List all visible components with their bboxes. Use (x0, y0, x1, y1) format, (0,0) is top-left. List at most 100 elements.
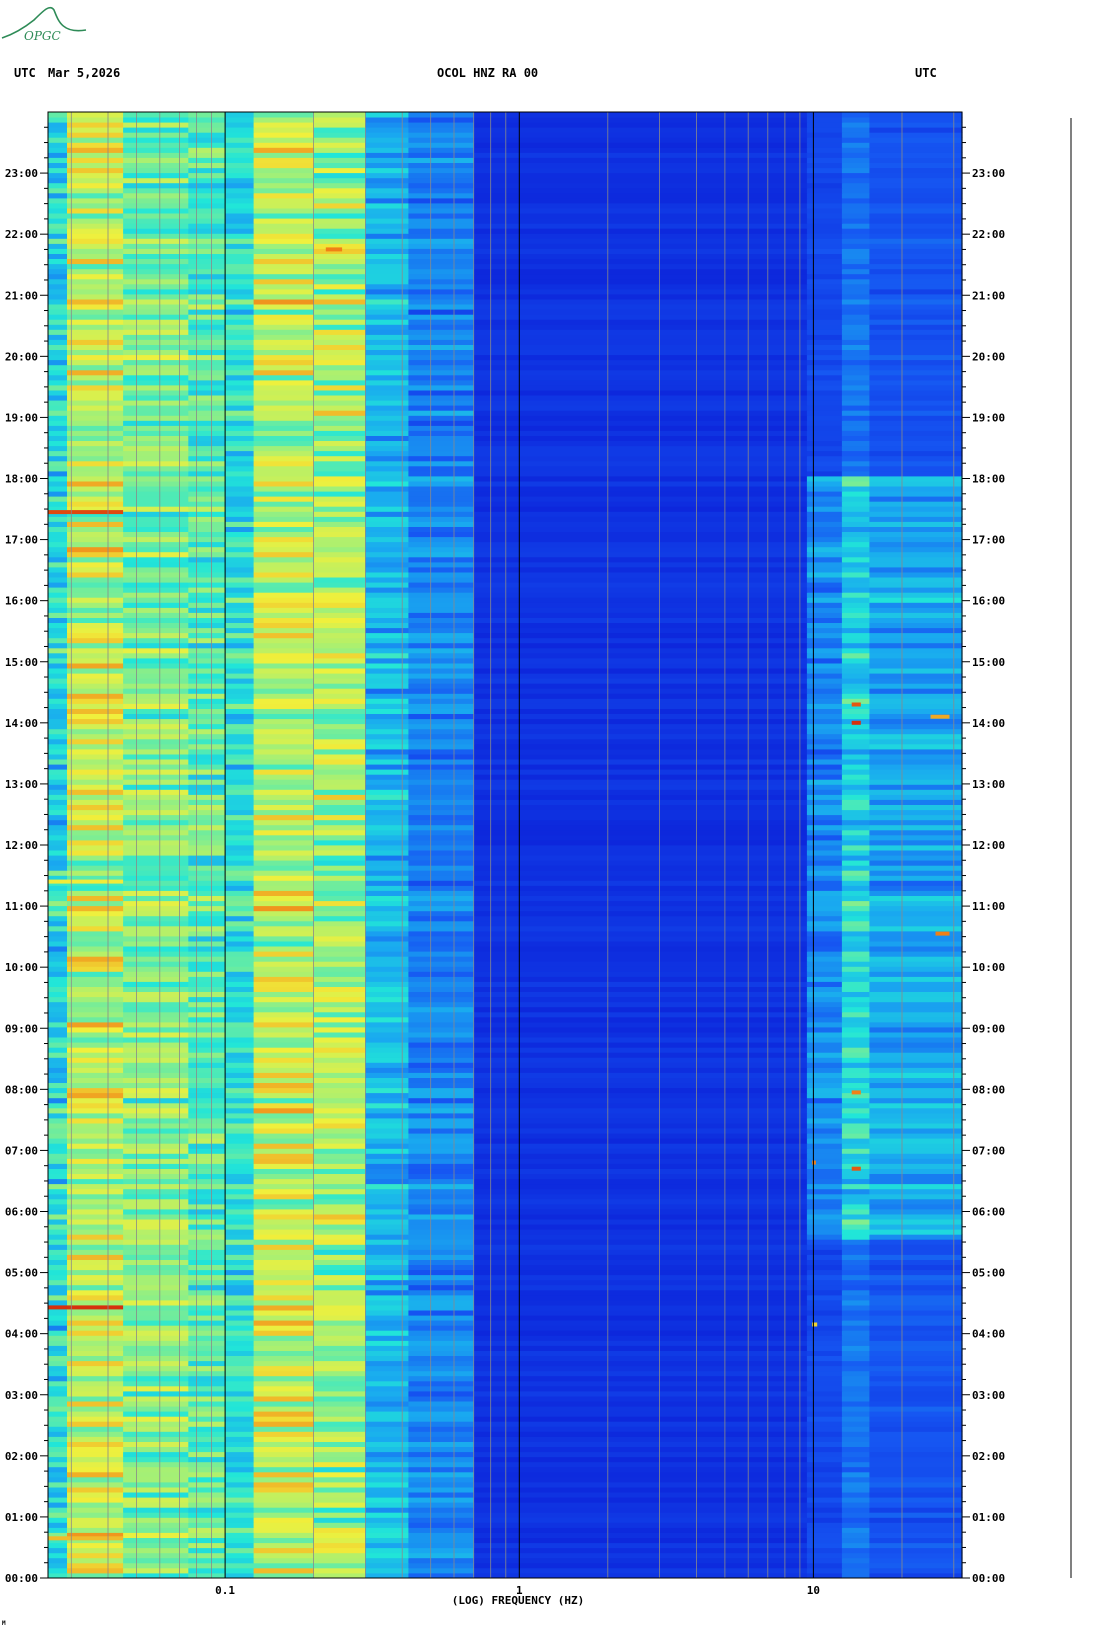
heatmap-cell (188, 465, 226, 472)
heatmap-cell (408, 930, 475, 937)
heatmap-cell (365, 1426, 409, 1432)
heatmap-cell (365, 268, 409, 275)
heatmap-cell (869, 870, 963, 876)
heatmap-cell (67, 556, 124, 563)
heatmap-cell (253, 218, 315, 224)
heatmap-cell (313, 713, 366, 720)
heatmap-cell (473, 1385, 808, 1392)
heatmap-cell (408, 425, 475, 431)
heatmap-cell (67, 1153, 124, 1159)
heatmap-cell (841, 1537, 870, 1544)
heatmap-cell (67, 900, 124, 907)
heatmap-cell (67, 890, 124, 896)
heatmap-cell (253, 819, 315, 826)
heatmap-cell (365, 1077, 409, 1083)
heatmap-cell (313, 1249, 366, 1255)
heatmap-cell (67, 1436, 124, 1442)
heatmap-cell (188, 784, 226, 790)
heatmap-cell (313, 1502, 366, 1508)
heatmap-cell (313, 819, 366, 826)
heatmap-cell (473, 1492, 808, 1498)
heatmap-hot-spot (812, 1160, 816, 1165)
heatmap-cell (67, 779, 124, 785)
heatmap-cell (225, 1264, 255, 1271)
heatmap-cell (313, 1107, 366, 1114)
heatmap-cell (806, 152, 843, 158)
heatmap-cell (253, 511, 315, 517)
heatmap-cell (365, 1143, 409, 1149)
heatmap-cell (188, 1198, 226, 1205)
heatmap-cell (313, 1203, 366, 1210)
heatmap-cell (253, 1416, 315, 1422)
heatmap-cell (48, 1239, 68, 1245)
heatmap-cell (841, 794, 870, 800)
heatmap-cell (123, 182, 189, 189)
heatmap-cell (123, 1138, 189, 1144)
heatmap-cell (48, 233, 68, 239)
heatmap-cell (313, 1507, 366, 1513)
heatmap-cell (313, 743, 366, 750)
heatmap-cell (313, 1406, 366, 1412)
heatmap-cell (67, 182, 124, 189)
heatmap-cell (67, 1214, 124, 1220)
heatmap-cell (806, 541, 843, 548)
heatmap-cell (408, 1123, 475, 1129)
heatmap-cell (806, 951, 843, 957)
heatmap-cell (253, 1092, 315, 1099)
heatmap-cell (313, 981, 366, 987)
heatmap-cell (841, 789, 870, 795)
heatmap-cell (67, 708, 124, 714)
heatmap-cell (123, 137, 189, 143)
heatmap-cell (408, 850, 475, 856)
heatmap-cell (67, 1294, 124, 1301)
heatmap-cell (67, 339, 124, 345)
heatmap-cell (67, 334, 124, 340)
heatmap-cell (253, 1482, 315, 1488)
heatmap-cell (188, 1016, 226, 1023)
heatmap-cell (67, 1168, 124, 1174)
heatmap-cell (123, 1365, 189, 1372)
heatmap-cell (48, 1249, 68, 1255)
heatmap-cell (123, 743, 189, 750)
heatmap-cell (806, 860, 843, 866)
heatmap-cell (225, 430, 255, 436)
heatmap-cell (841, 197, 870, 204)
heatmap-cell (408, 1259, 475, 1265)
heatmap-cell (841, 971, 870, 977)
heatmap-cell (869, 1289, 963, 1296)
heatmap-cell (48, 314, 68, 320)
heatmap-cell (869, 1198, 963, 1205)
heatmap-cell (123, 253, 189, 259)
heatmap-cell (408, 390, 475, 396)
heatmap-cell (869, 981, 963, 987)
heatmap-cell (365, 708, 409, 714)
heatmap-hot-spot (851, 1090, 861, 1095)
heatmap-cell (313, 668, 366, 674)
heatmap-cell (253, 1461, 315, 1468)
heatmap-cell (313, 1401, 366, 1407)
heatmap-cell (313, 268, 366, 275)
heatmap-cell (48, 253, 68, 259)
heatmap-cell (473, 294, 808, 300)
heatmap-cell (67, 637, 124, 644)
heatmap-cell (253, 476, 315, 482)
heatmap-cell (188, 1446, 226, 1453)
heatmap-cell (473, 617, 808, 623)
heatmap-cell (48, 208, 68, 214)
heatmap-cell (313, 956, 366, 962)
heatmap-cell (841, 122, 870, 128)
heatmap-cell (365, 607, 409, 613)
heatmap-cell (473, 309, 808, 315)
heatmap-cell (188, 1249, 226, 1255)
heatmap-cell (869, 784, 963, 790)
heatmap-cell (365, 304, 409, 310)
heatmap-cell (408, 1097, 475, 1104)
heatmap-cell (123, 880, 189, 886)
heatmap-cell (253, 976, 315, 982)
heatmap-cell (365, 1451, 409, 1458)
heatmap-cell (365, 1279, 409, 1286)
heatmap-cell (225, 1027, 255, 1033)
heatmap-cell (806, 228, 843, 234)
heatmap-cell (48, 1542, 68, 1549)
heatmap-cell (225, 213, 255, 219)
